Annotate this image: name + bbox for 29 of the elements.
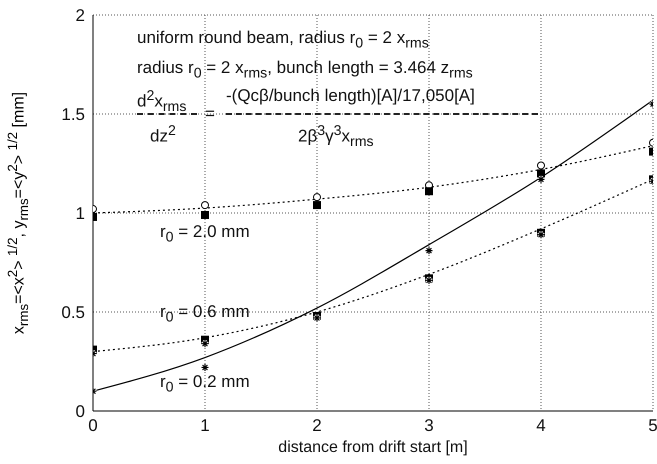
point bbox=[537, 169, 545, 178]
x-tick-label: 5 bbox=[648, 416, 657, 436]
point bbox=[201, 201, 209, 210]
point bbox=[537, 161, 545, 170]
annotation: d$^{2}$x$_{rms}$ bbox=[137, 87, 186, 118]
y-tick-label: 0 bbox=[76, 402, 85, 422]
annotation: r$_{0}$ = 2.0 mm bbox=[160, 222, 250, 248]
y-tick-label: 2 bbox=[76, 6, 85, 26]
x-axis-title: distance from drift start [m] bbox=[278, 439, 468, 456]
x-tick-label: 2 bbox=[312, 416, 322, 436]
point bbox=[425, 187, 433, 196]
x-tick-label: 0 bbox=[88, 416, 98, 436]
y-tick-label: 1.5 bbox=[61, 105, 85, 124]
annotation: uniform round beam, radius r$_{0}$ = 2 x$_{rms}$ bbox=[137, 28, 429, 54]
annotation: dz$^{2}$ bbox=[150, 122, 176, 147]
annotation: r$_{0}$ = 0.2 mm bbox=[160, 372, 250, 398]
annotation: -(Qcβ/bunch length)[A]/17,050[A] bbox=[226, 86, 475, 106]
y-tick-label: 1 bbox=[76, 204, 85, 224]
point bbox=[201, 210, 209, 219]
x-tick-label: 3 bbox=[424, 416, 434, 436]
x-tick-label: 4 bbox=[536, 416, 546, 436]
annotation: 2β$^{3}$γ$^{3}$x$_{rms}$ bbox=[298, 122, 374, 152]
point bbox=[313, 201, 321, 210]
annotation: = bbox=[205, 104, 215, 124]
x-tick-label: 1 bbox=[200, 416, 210, 436]
annotation: radius r$_{0}$ = 2 x$_{rms}$, bunch length = 3.464 z$_{rms}$ bbox=[137, 58, 473, 84]
y-tick-label: 0.5 bbox=[61, 303, 85, 322]
annotation: r$_{0}$ = 0.6 mm bbox=[160, 302, 250, 328]
point bbox=[313, 193, 321, 202]
